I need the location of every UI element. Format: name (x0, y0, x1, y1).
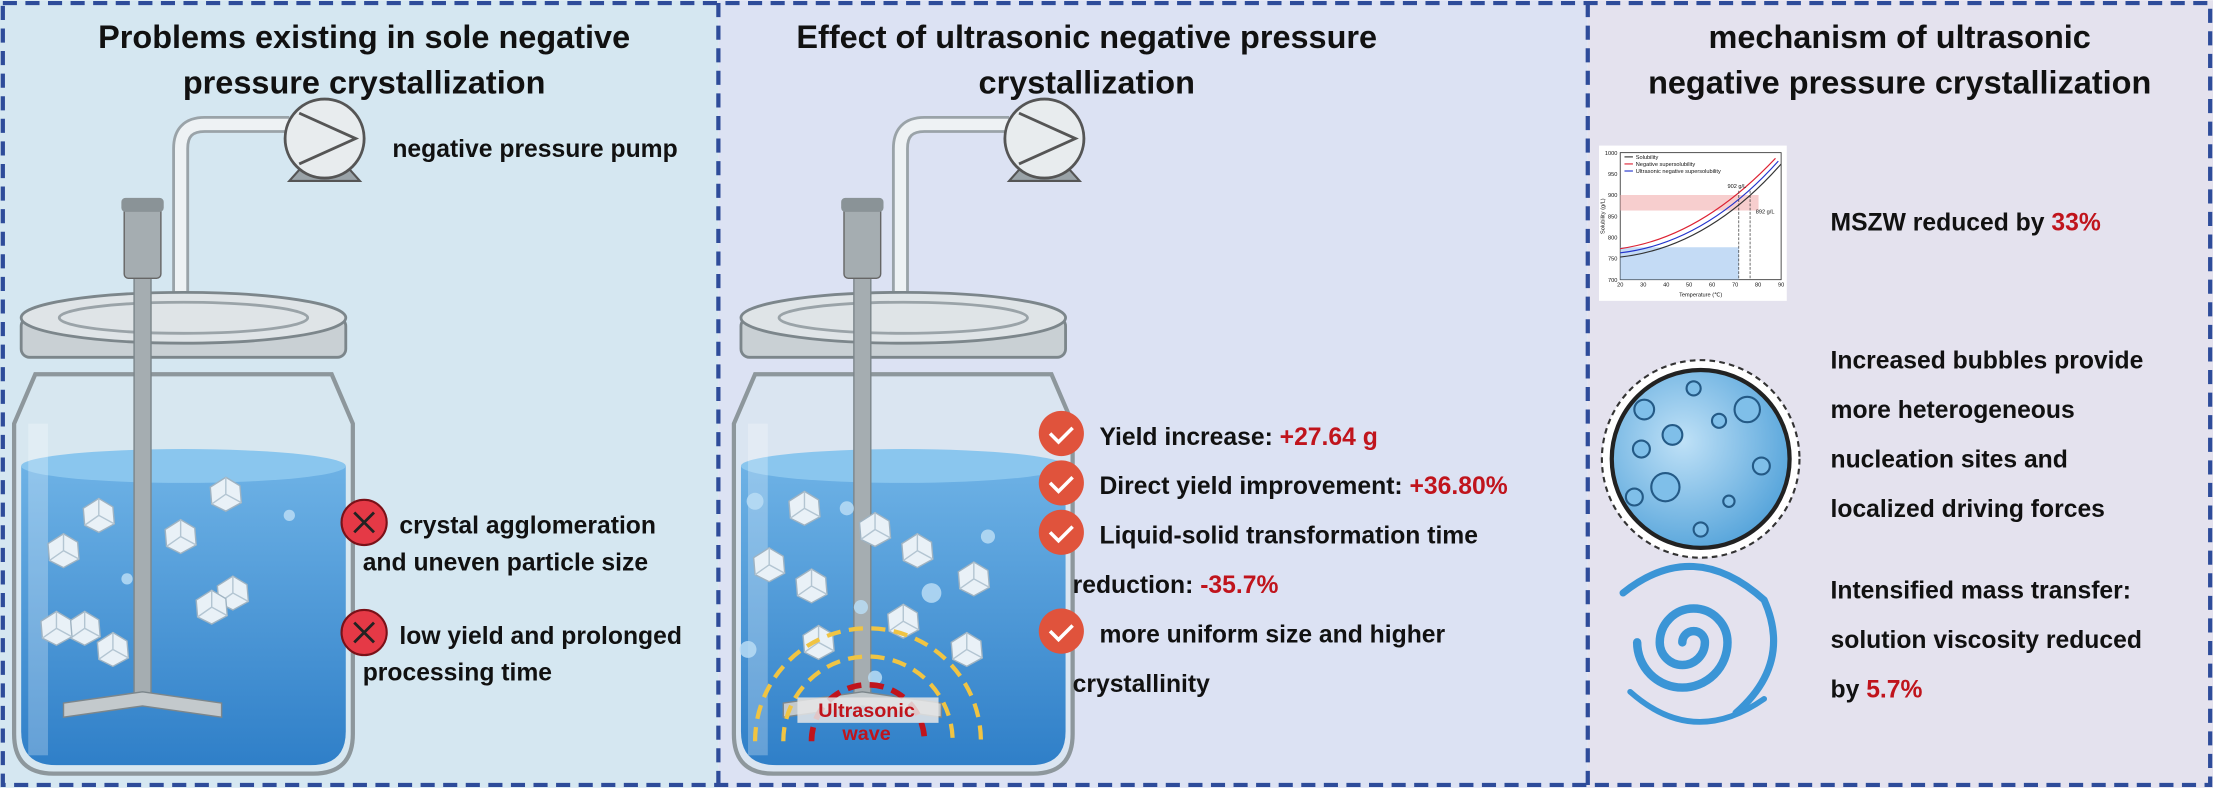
text-line: localized driving forces (1831, 496, 2105, 523)
pump-label: negative pressure pump (392, 136, 677, 163)
highlight: 5.7% (1866, 676, 1922, 703)
mini-x-label: Temperature (℃) (1679, 293, 1722, 299)
text-span: MSZW reduced by (1831, 209, 2052, 236)
mini-legend-text: Solubility (1636, 155, 1659, 161)
mini-x-tick: 70 (1732, 283, 1738, 289)
panel-title: Problems existing in sole negative (98, 19, 630, 55)
mini-x-tick: 30 (1640, 283, 1646, 289)
highlight: +36.80% (1410, 473, 1508, 500)
transducer (797, 697, 939, 723)
mini-x-tick: 50 (1686, 283, 1692, 289)
check-icon (1038, 509, 1084, 555)
mini-y-tick: 1000 (1605, 151, 1618, 157)
text-span: Increased bubbles provide (1831, 348, 2144, 375)
mini-y-tick: 700 (1608, 278, 1617, 284)
text-line: Increased bubbles provide (1831, 348, 2144, 375)
x-icons (340, 498, 388, 657)
swirl (1619, 563, 1778, 725)
mini-y-label: Solubility (g/L) (1601, 198, 1607, 234)
panel-title: negative pressure crystallization (1648, 64, 2151, 100)
item-text: low yield and prolonged (399, 623, 682, 650)
text-span: Yield increase: (1099, 424, 1279, 451)
text-line: solution viscosity reduced (1831, 627, 2142, 654)
text-line: more uniform size and higher (1099, 621, 1445, 648)
text-span: reduction: (1073, 572, 1201, 599)
mini-x-tick: 90 (1778, 283, 1784, 289)
panel-title: mechanism of ultrasonic (1709, 19, 2091, 55)
mini-y-tick: 750 (1608, 257, 1617, 263)
mini-chart (1599, 145, 1787, 301)
bubble-illustration (1600, 359, 1801, 559)
text-line: crystallinity (1073, 671, 1210, 698)
text-span: Direct yield improvement: (1099, 473, 1409, 500)
text-span: nucleation sites and (1831, 446, 2068, 473)
panel-title: pressure crystallization (183, 64, 546, 100)
mini-x-tick: 60 (1709, 283, 1715, 289)
text-span: by (1831, 676, 1867, 703)
mini-x-tick: 20 (1617, 283, 1623, 289)
mini-annotation: 892 g/L (1756, 209, 1775, 215)
check-icons (1038, 410, 1084, 654)
highlight: +27.64 g (1280, 424, 1378, 451)
panel-title: Effect of ultrasonic negative pressure (796, 19, 1377, 55)
bubbles (121, 492, 996, 685)
text-line: Direct yield improvement: +36.80% (1099, 473, 1507, 500)
check-mark (1048, 525, 1074, 544)
panel-title: crystallization (979, 64, 1195, 100)
text-line: Liquid-solid transformation time (1099, 523, 1478, 550)
mini-x-tick: 80 (1755, 283, 1761, 289)
check-icon (1038, 608, 1084, 654)
text-span: crystallinity (1073, 671, 1210, 698)
mini-x-tick: 40 (1663, 283, 1669, 289)
text-line: reduction: -35.7% (1073, 572, 1279, 599)
mini-legend-text: Ultrasonic negative supersolubility (1636, 169, 1721, 175)
item-text: and uneven particle size (363, 549, 648, 576)
text-span: more uniform size and higher (1099, 621, 1445, 648)
text-line: by 5.7% (1831, 676, 1923, 703)
check-mark (1048, 624, 1074, 643)
text-line: nucleation sites and (1831, 446, 2068, 473)
mini-y-tick: 850 (1608, 214, 1617, 220)
text-line: more heterogeneous (1831, 397, 2075, 424)
highlight: 33% (2051, 209, 2100, 236)
check-mark (1048, 476, 1074, 494)
text-span: Intensified mass transfer: (1831, 578, 2131, 605)
text-span: Liquid-solid transformation time (1099, 523, 1478, 550)
mini-annotation: 902 g/L (1727, 184, 1746, 190)
check-icon (1038, 460, 1084, 506)
wave-label: wave (841, 723, 890, 745)
text-span: localized driving forces (1831, 496, 2105, 523)
check-icon (1038, 410, 1084, 457)
highlight: -35.7% (1200, 572, 1278, 599)
mini-y-tick: 800 (1608, 235, 1617, 241)
text-span: more heterogeneous (1831, 397, 2075, 424)
item-text: processing time (363, 660, 552, 687)
text-line: Yield increase: +27.64 g (1099, 424, 1377, 451)
mini-y-tick: 900 (1608, 193, 1617, 199)
wave-label: Ultrasonic (818, 700, 915, 722)
text-span: solution viscosity reduced (1831, 627, 2142, 654)
text-line: MSZW reduced by 33% (1831, 209, 2101, 236)
mini-legend-text: Negative supersolubility (1636, 162, 1696, 168)
text-line: Intensified mass transfer: (1831, 578, 2131, 605)
item-text: crystal agglomeration (399, 513, 656, 540)
check-mark (1048, 426, 1074, 445)
mini-y-tick: 950 (1608, 172, 1617, 178)
